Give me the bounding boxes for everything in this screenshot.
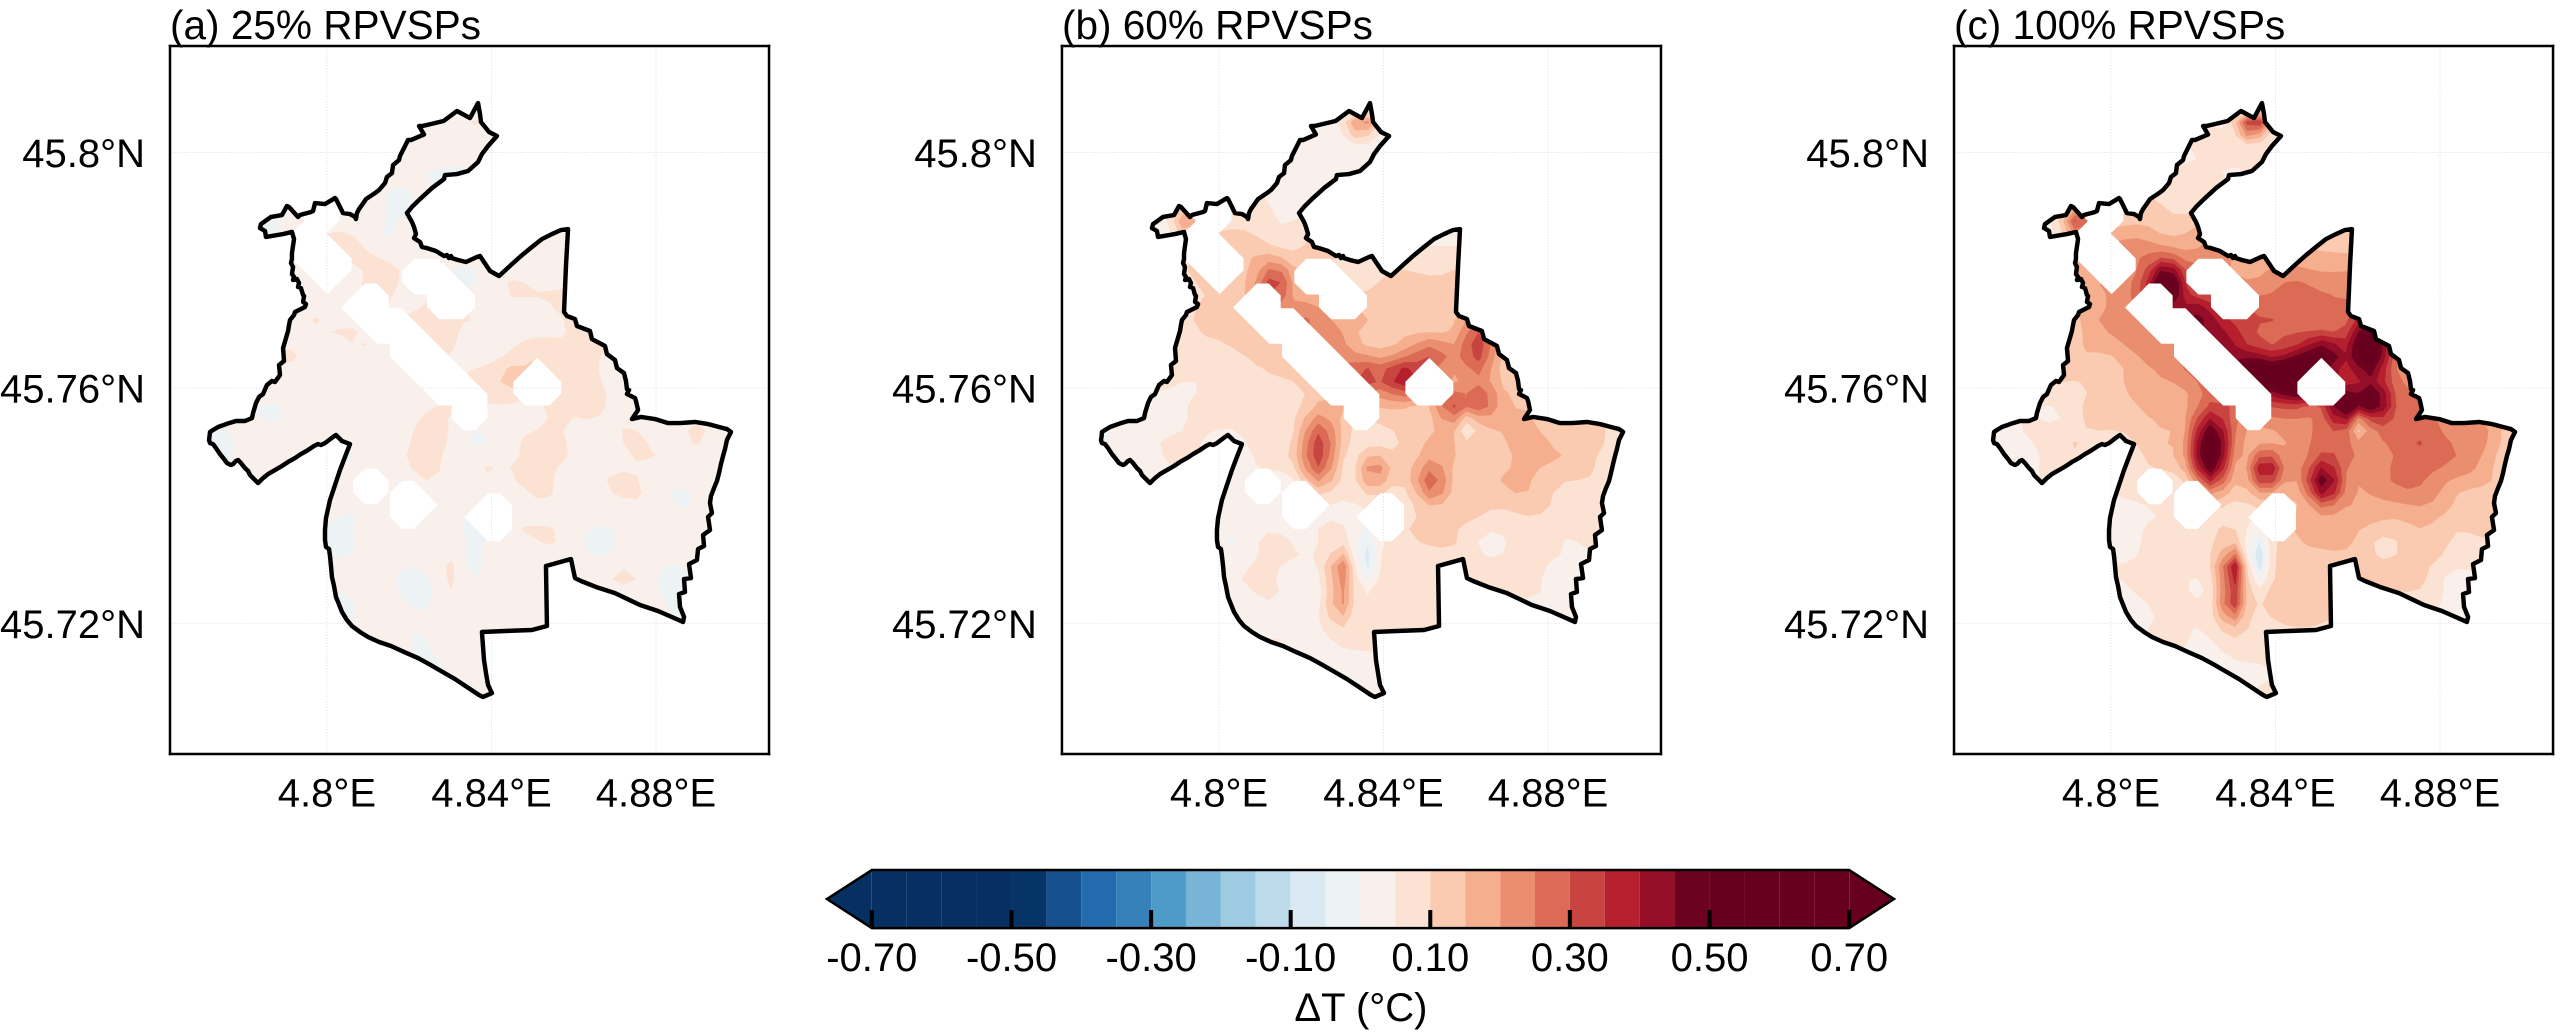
svg-text:4.8°E: 4.8°E [278,772,376,816]
svg-text:4.84°E: 4.84°E [1323,772,1444,816]
svg-text:4.8°E: 4.8°E [2062,772,2160,816]
svg-text:4.88°E: 4.88°E [2380,772,2501,816]
svg-text:45.8°N: 45.8°N [22,132,145,176]
svg-text:45.72°N: 45.72°N [892,603,1037,647]
svg-text:4.88°E: 4.88°E [1488,772,1609,816]
svg-text:4.84°E: 4.84°E [2215,772,2336,816]
svg-text:4.8°E: 4.8°E [1170,772,1268,816]
svg-text:0.10: 0.10 [1391,936,1469,980]
svg-text:(a) 25% RPVSPs: (a) 25% RPVSPs [170,2,481,48]
svg-text:4.88°E: 4.88°E [596,772,717,816]
svg-text:-0.70: -0.70 [826,936,917,980]
svg-text:45.76°N: 45.76°N [0,368,145,412]
svg-text:45.76°N: 45.76°N [892,368,1037,412]
svg-text:45.72°N: 45.72°N [1784,603,1929,647]
svg-text:-0.30: -0.30 [1106,936,1197,980]
svg-text:-0.50: -0.50 [966,936,1057,980]
svg-text:45.76°N: 45.76°N [1784,368,1929,412]
svg-text:(b) 60% RPVSPs: (b) 60% RPVSPs [1062,2,1373,48]
svg-text:0.70: 0.70 [1810,936,1888,980]
svg-text:ΔT (°C): ΔT (°C) [1294,986,1427,1030]
svg-text:45.8°N: 45.8°N [1806,132,1929,176]
svg-text:0.50: 0.50 [1671,936,1749,980]
svg-text:0.30: 0.30 [1531,936,1609,980]
svg-text:4.84°E: 4.84°E [431,772,552,816]
svg-text:(c) 100% RPVSPs: (c) 100% RPVSPs [1954,2,2285,48]
svg-text:45.8°N: 45.8°N [914,132,1037,176]
svg-text:45.72°N: 45.72°N [0,603,145,647]
svg-text:-0.10: -0.10 [1245,936,1336,980]
